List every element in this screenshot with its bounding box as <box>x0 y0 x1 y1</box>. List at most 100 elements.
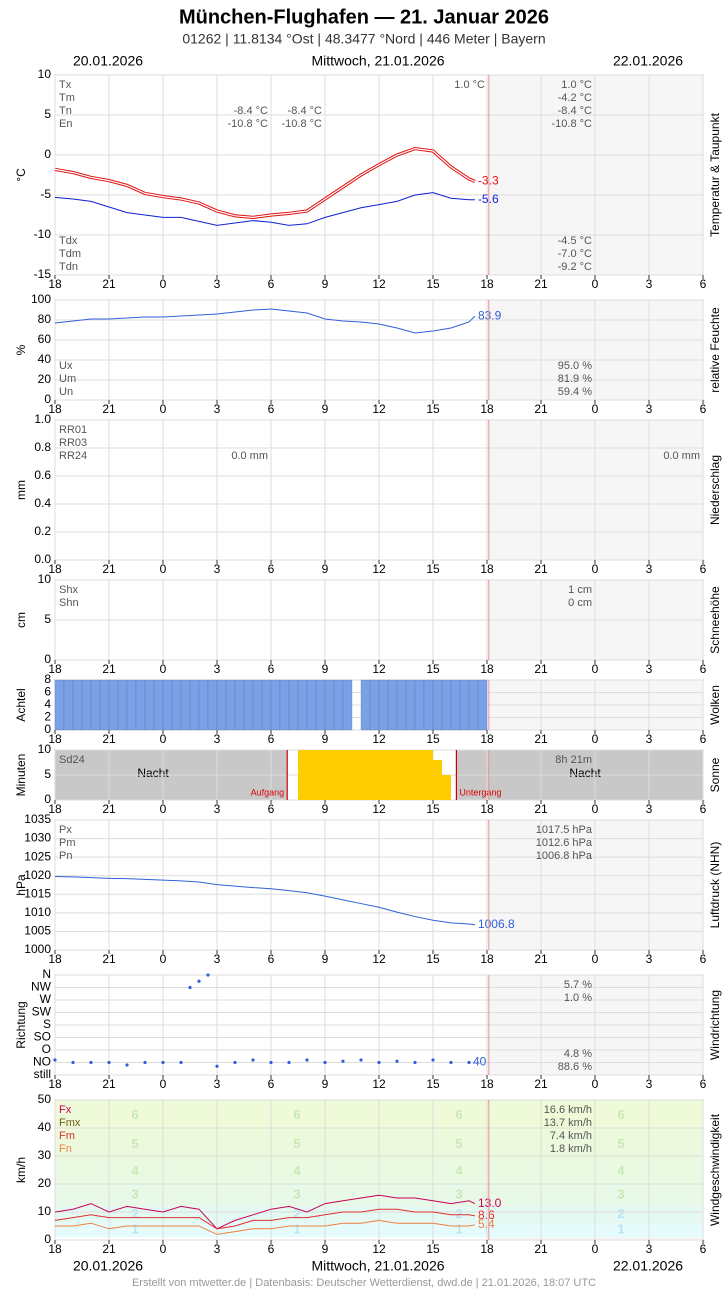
y-tick-label: 1.0 <box>34 412 51 426</box>
y-tick-label: 0 <box>44 392 51 406</box>
x-tick-label: 21 <box>102 732 116 746</box>
beaufort-label: 3 <box>131 1187 138 1202</box>
stat-value: 1.8 km/h <box>550 1143 592 1155</box>
beaufort-label: 3 <box>293 1187 300 1202</box>
x-tick-label: 6 <box>700 802 707 816</box>
x-tick-label: 15 <box>426 662 440 676</box>
future-area <box>488 820 703 950</box>
stat-value: 4.8 % <box>564 1048 592 1060</box>
side-label: Luftdruck (NHN) <box>708 842 722 929</box>
beaufort-label: 2 <box>293 1206 300 1221</box>
y-tick-label: -10 <box>34 227 52 241</box>
side-label: Niederschlag <box>708 455 722 525</box>
beaufort-label: 1 <box>131 1222 138 1237</box>
x-tick-label: 3 <box>214 402 221 416</box>
x-tick-label: 0 <box>592 402 599 416</box>
x-tick-label: 18 <box>480 732 494 746</box>
data-line <box>55 1219 476 1235</box>
stat-value: 0 cm <box>568 597 592 609</box>
x-tick-label: 6 <box>700 277 707 291</box>
bar <box>135 679 146 731</box>
x-tick-label: 6 <box>268 402 275 416</box>
stat-value: -8.4 °C <box>234 105 268 117</box>
x-tick-label: 15 <box>426 402 440 416</box>
beaufort-label: 2 <box>455 1206 462 1221</box>
x-tick-label: 18 <box>48 952 62 966</box>
x-tick-label: 12 <box>372 662 386 676</box>
y-tick-label: NW <box>31 980 52 994</box>
y-tick-label: 1025 <box>24 849 51 863</box>
y-tick-label: 0.6 <box>34 468 51 482</box>
x-tick-label: 6 <box>268 1077 275 1091</box>
point <box>206 973 210 977</box>
bar <box>432 679 443 731</box>
bar <box>433 760 442 800</box>
x-tick-label: 18 <box>48 277 62 291</box>
x-tick-label: 3 <box>646 277 653 291</box>
beaufort-label: 4 <box>455 1163 463 1178</box>
bar <box>315 679 326 731</box>
bar <box>81 679 92 731</box>
x-tick-label: 21 <box>102 952 116 966</box>
point <box>143 1060 147 1065</box>
stat-label: Fmx <box>59 1117 81 1129</box>
stat-value: 95.0 % <box>558 360 592 372</box>
end-label: 83.9 <box>478 308 502 322</box>
y-axis-title: mm <box>14 480 28 500</box>
beaufort-label: 5 <box>617 1136 624 1151</box>
x-tick-label: 0 <box>160 1242 167 1256</box>
x-tick-label: 9 <box>322 952 329 966</box>
bar <box>297 679 308 731</box>
stat-value: 7.4 km/h <box>550 1130 592 1142</box>
x-tick-label: 21 <box>102 662 116 676</box>
y-tick-label: 1030 <box>24 831 51 845</box>
x-tick-label: 9 <box>322 562 329 576</box>
future-area <box>488 420 703 560</box>
y-tick-label: 10 <box>38 1204 52 1218</box>
stat-value: 16.6 km/h <box>544 1104 592 1116</box>
point <box>431 1058 435 1062</box>
bar <box>72 679 83 731</box>
bar <box>307 750 316 800</box>
bar <box>261 679 272 731</box>
date-left: 20.01.2026 <box>73 1258 143 1274</box>
beaufort-label: 6 <box>455 1107 462 1122</box>
x-tick-label: 15 <box>426 277 440 291</box>
x-tick-label: 18 <box>480 802 494 816</box>
x-tick-label: 12 <box>372 802 386 816</box>
x-tick-label: 18 <box>48 562 62 576</box>
stat-value: 8h 21m <box>555 754 592 766</box>
y-tick-label: SO <box>34 1030 51 1044</box>
stat-label: Ux <box>59 360 73 372</box>
stat-label: Tdm <box>59 248 81 260</box>
bar <box>450 679 461 731</box>
end-label: 1006.8 <box>478 917 515 931</box>
y-tick-label: 5 <box>44 612 51 626</box>
x-tick-label: 3 <box>214 277 221 291</box>
bar <box>424 750 433 800</box>
beaufort-label: 5 <box>131 1136 138 1151</box>
x-tick-label: 3 <box>646 402 653 416</box>
beaufort-label: 1 <box>293 1222 300 1237</box>
x-tick-label: 21 <box>534 952 548 966</box>
date-right: 22.01.2026 <box>613 1258 683 1274</box>
x-tick-label: 12 <box>372 1077 386 1091</box>
x-tick-label: 18 <box>48 732 62 746</box>
beaufort-label: 5 <box>293 1136 300 1151</box>
stat-value: -10.8 °C <box>552 118 593 130</box>
y-tick-label: 6 <box>44 685 51 699</box>
bar <box>361 750 370 800</box>
bar <box>90 679 101 731</box>
bar <box>441 679 452 731</box>
x-tick-label: 9 <box>322 802 329 816</box>
x-tick-label: 0 <box>160 802 167 816</box>
x-tick-label: 3 <box>214 802 221 816</box>
x-tick-label: 15 <box>426 802 440 816</box>
x-tick-label: 9 <box>322 662 329 676</box>
beaufort-label: 4 <box>131 1163 139 1178</box>
x-tick-label: 15 <box>426 732 440 746</box>
stat-label: Fm <box>59 1130 75 1142</box>
stat-value: 59.4 % <box>558 386 592 398</box>
y-tick-label: 20 <box>38 1176 52 1190</box>
x-tick-label: 21 <box>534 562 548 576</box>
